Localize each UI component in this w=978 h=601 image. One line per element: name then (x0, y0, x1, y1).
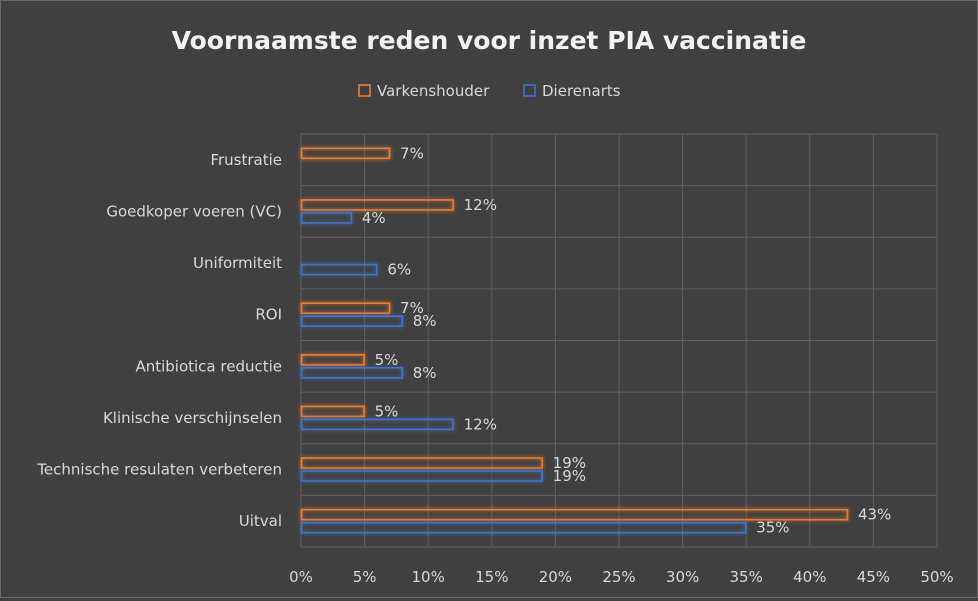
data-label: 43% (858, 506, 891, 524)
category-label: Goedkoper voeren (VC) (106, 202, 282, 220)
category-label: Antibiotica reductie (135, 357, 282, 375)
data-labels: 7% 12% 7% 5% 5% 19% 43% 4% 6% 8% 8% 12% 19% 35% (362, 144, 891, 536)
bar-dierenarts (300, 315, 404, 327)
x-tick-label: 0% (289, 568, 313, 586)
bar-varkenshouder (300, 457, 543, 469)
data-label: 12% (464, 196, 497, 214)
bar-varkenshouder (300, 302, 391, 314)
x-tick-label: 35% (730, 568, 763, 586)
bar-dierenarts (300, 263, 378, 276)
legend-label: Varkenshouder (377, 82, 490, 100)
data-label: 4% (362, 209, 386, 227)
x-tick-label: 40% (793, 568, 826, 586)
bar-dierenarts (300, 212, 353, 224)
legend-swatch (358, 84, 371, 97)
x-tick-label: 50% (920, 568, 953, 586)
bar-varkenshouder (300, 354, 365, 366)
x-tick-label: 25% (602, 568, 635, 586)
data-label: 7% (400, 144, 424, 162)
bars (300, 147, 849, 534)
bar-varkenshouder (300, 199, 454, 211)
bar-varkenshouder (300, 405, 365, 418)
category-label: Uitval (239, 512, 282, 530)
data-label: 19% (553, 467, 586, 485)
x-tick-label: 20% (539, 568, 572, 586)
bar-dierenarts (300, 521, 747, 534)
x-tick-label: 30% (666, 568, 699, 586)
bar-dierenarts (300, 470, 543, 482)
bar-dierenarts (300, 367, 404, 379)
category-label: Klinische verschijnselen (103, 409, 282, 427)
category-label: Frustratie (210, 151, 282, 169)
bar-varkenshouder (300, 147, 391, 160)
x-tick-label: 45% (857, 568, 890, 586)
data-label: 6% (387, 261, 411, 279)
x-tick-label: 5% (353, 568, 377, 586)
category-label: Technische resulaten verbeteren (36, 461, 282, 479)
data-label: 12% (464, 415, 497, 433)
chart-title: Voornaamste reden voor inzet PIA vaccina… (172, 26, 807, 55)
bar-varkenshouder (300, 508, 849, 521)
category-axis-labels: Frustratie Goedkoper voeren (VC) Uniformit… (36, 151, 282, 530)
data-label: 35% (756, 519, 789, 537)
data-label: 5% (375, 402, 399, 420)
data-label: 7% (400, 299, 424, 317)
category-label: ROI (255, 306, 282, 324)
legend-swatch (523, 84, 536, 97)
data-label: 8% (413, 312, 437, 330)
data-label: 5% (375, 351, 399, 369)
gridlines (300, 133, 938, 548)
x-tick-label: 10% (412, 568, 445, 586)
data-label: 8% (413, 364, 437, 382)
category-label: Uniformiteit (193, 254, 282, 272)
value-axis-labels: 0% 5% 10% 15% 20% 25% 30% 35% 40% 45% 50% (289, 568, 954, 586)
legend: Varkenshouder Dierenarts (358, 82, 621, 100)
x-tick-label: 15% (475, 568, 508, 586)
bar-dierenarts (300, 418, 454, 431)
data-label: 19% (553, 454, 586, 472)
legend-label: Dierenarts (542, 82, 621, 100)
